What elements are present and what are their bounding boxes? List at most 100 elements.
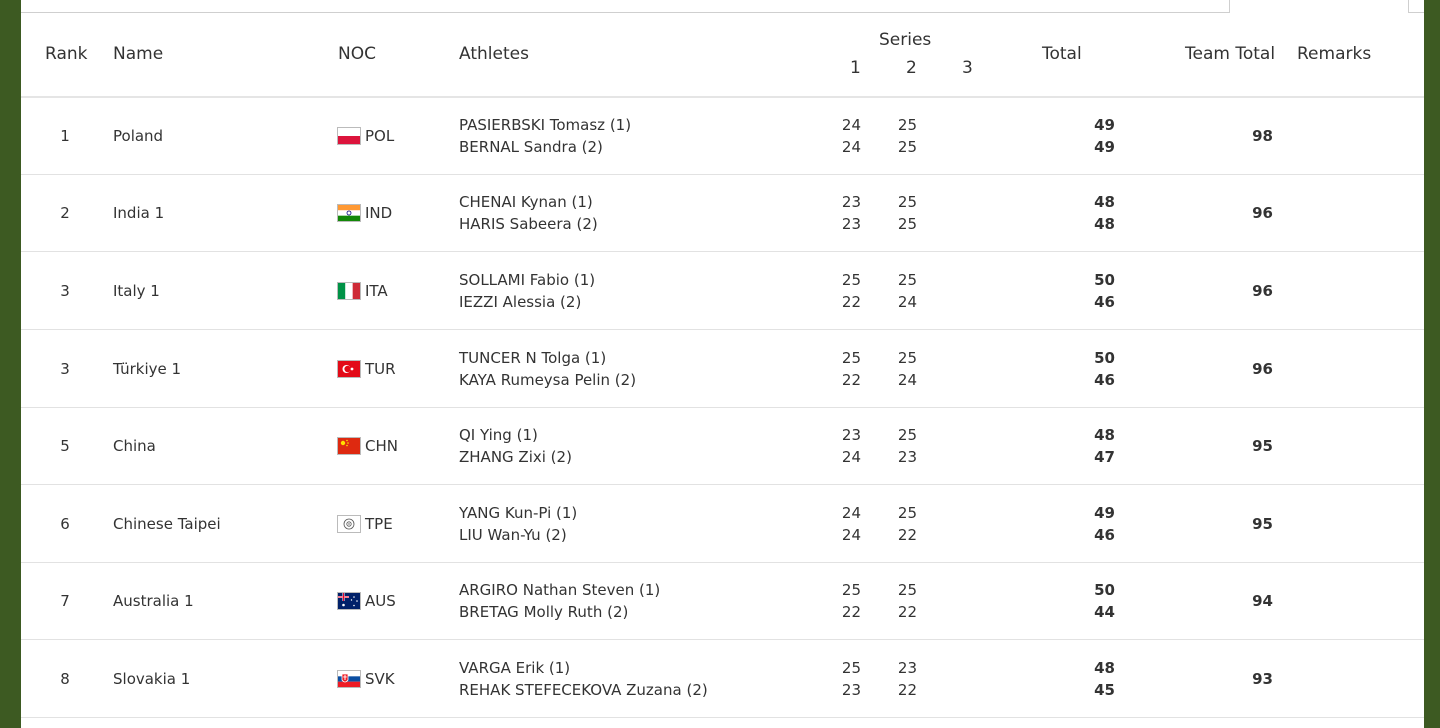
table-header: Rank Name NOC Athletes Series 1 2 3 Tota… [21,13,1424,98]
team-name: China [113,437,156,455]
rank-cell: 3 [60,282,70,300]
noc-code: AUS [365,592,396,610]
series-1-score: 23 [841,426,861,444]
rank-cell: 3 [60,360,70,378]
series-1-score: 24 [841,526,861,544]
athlete-name[interactable]: CHENAI Kynan (1) [459,193,593,211]
athlete-total: 50 [1094,271,1115,289]
india-flag-icon [337,204,361,222]
rank-cell: 6 [60,515,70,533]
athlete-name[interactable]: REHAK STEFECEKOVA Zuzana (2) [459,681,708,699]
series-2-score: 25 [897,504,917,522]
team-name: Chinese Taipei [113,515,221,533]
athlete-name[interactable]: ZHANG Zixi (2) [459,448,572,466]
results-panel: Rank Name NOC Athletes Series 1 2 3 Tota… [21,0,1424,728]
series-1-score: 22 [841,371,861,389]
rank-cell: 1 [60,127,70,145]
australia-flag-icon [337,592,361,610]
athlete-total: 46 [1094,526,1115,544]
series-2-score: 25 [897,193,917,211]
series-1-score: 24 [841,448,861,466]
series-2-score: 22 [897,603,917,621]
poland-flag-icon [337,127,361,145]
athlete-name[interactable]: QI Ying (1) [459,426,538,444]
table-row[interactable]: 6 Chinese Taipei TPE YANG Kun-Pi (1) LIU… [21,486,1424,563]
noc-code: SVK [365,670,395,688]
noc-code: POL [365,127,395,145]
header-series-2: 2 [906,58,917,78]
header-noc: NOC [338,44,376,64]
athlete-name[interactable]: VARGA Erik (1) [459,659,571,677]
series-2-score: 25 [897,426,917,444]
noc-code: TUR [365,360,396,378]
team-name: India 1 [113,204,165,222]
athlete-total: 46 [1094,371,1115,389]
series-1-score: 22 [841,603,861,621]
athlete-total: 47 [1094,448,1115,466]
athlete-total: 48 [1094,426,1115,444]
table-row[interactable]: 1 Poland POL PASIERBSKI Tomasz (1) BERNA… [21,98,1424,175]
series-1-score: 23 [841,215,861,233]
team-name: Italy 1 [113,282,160,300]
table-row[interactable]: 2 India 1 IND CHENAI Kynan (1) HARIS Sab… [21,175,1424,252]
header-rank: Rank [45,44,88,64]
table-row[interactable]: 5 China CHN QI Ying (1) ZHANG Zixi (2) 2… [21,408,1424,485]
rank-cell: 7 [60,592,70,610]
series-2-score: 25 [897,215,917,233]
header-series: Series [879,30,932,50]
header-team-total: Team Total [1185,44,1276,64]
team-total: 96 [1252,204,1273,222]
athlete-name[interactable]: TUNCER N Tolga (1) [459,349,607,367]
team-name: Türkiye 1 [113,360,182,378]
athlete-name[interactable]: BERNAL Sandra (2) [459,138,603,156]
tab-edge[interactable] [1408,0,1424,13]
rank-cell: 2 [60,204,70,222]
series-1-score: 22 [841,293,861,311]
team-total: 98 [1252,127,1273,145]
athlete-total: 44 [1094,603,1115,621]
athlete-total: 46 [1094,293,1115,311]
series-2-score: 24 [897,293,917,311]
header-remarks: Remarks [1297,44,1372,64]
athlete-name[interactable]: SOLLAMI Fabio (1) [459,271,596,289]
team-name: Slovakia 1 [113,670,191,688]
slovakia-flag-icon [337,670,361,688]
series-2-score: 25 [897,116,917,134]
series-1-score: 24 [841,504,861,522]
athlete-total: 50 [1094,581,1115,599]
table-row[interactable]: 3 Italy 1 ITA SOLLAMI Fabio (1) IEZZI Al… [21,253,1424,330]
table-row[interactable]: 3 Türkiye 1 TUR TUNCER N Tolga (1) KAYA … [21,331,1424,408]
athlete-name[interactable]: IEZZI Alessia (2) [459,293,582,311]
series-2-score: 25 [897,138,917,156]
athlete-name[interactable]: HARIS Sabeera (2) [459,215,598,233]
team-total: 95 [1252,437,1273,455]
athlete-total: 50 [1094,349,1115,367]
athlete-total: 49 [1094,116,1115,134]
header-series-1: 1 [850,58,861,78]
header-total: Total [1042,44,1082,64]
series-1-score: 24 [841,116,861,134]
athlete-name[interactable]: BRETAG Molly Ruth (2) [459,603,629,621]
chinese-taipei-flag-icon [337,515,361,533]
series-2-score: 25 [897,581,917,599]
tab-inactive[interactable] [21,0,1230,13]
athlete-total: 48 [1094,215,1115,233]
series-2-score: 23 [897,659,917,677]
italy-flag-icon [337,282,361,300]
series-2-score: 25 [897,271,917,289]
athlete-total: 49 [1094,138,1115,156]
header-name: Name [113,44,164,64]
header-series-3: 3 [962,58,973,78]
china-flag-icon [337,437,361,455]
noc-code: CHN [365,437,398,455]
rank-cell: 8 [60,670,70,688]
turkey-flag-icon [337,360,361,378]
athlete-name[interactable]: KAYA Rumeysa Pelin (2) [459,371,637,389]
athlete-name[interactable]: PASIERBSKI Tomasz (1) [459,116,632,134]
table-row[interactable]: 8 Slovakia 1 SVK VARGA Erik (1) REHAK ST… [21,641,1424,718]
rank-cell: 5 [60,437,70,455]
athlete-name[interactable]: ARGIRO Nathan Steven (1) [459,581,661,599]
table-row[interactable]: 7 Australia 1 AUS ARGIRO Nathan Steven (… [21,563,1424,640]
athlete-name[interactable]: YANG Kun-Pi (1) [459,504,578,522]
athlete-name[interactable]: LIU Wan-Yu (2) [459,526,567,544]
